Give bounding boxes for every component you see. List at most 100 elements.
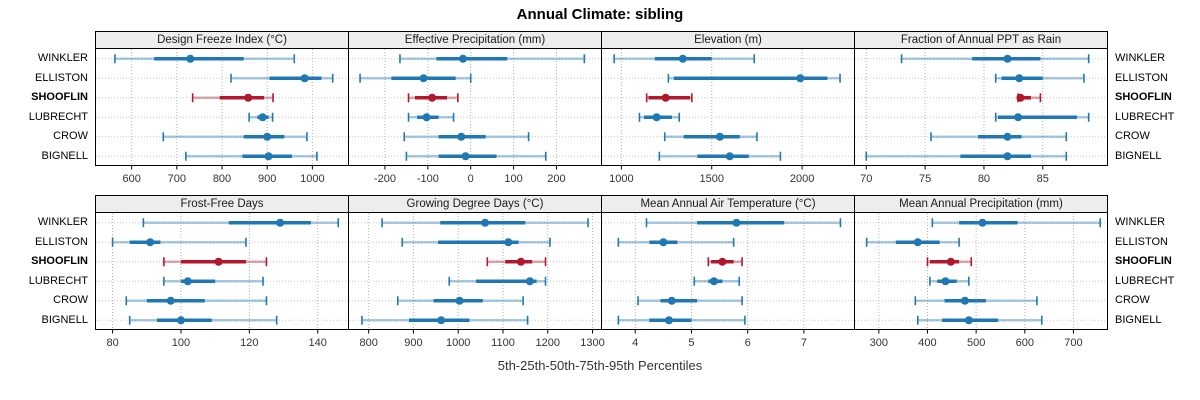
- percentile-interval-shooflin: [407, 93, 459, 103]
- axis-tick-label: 1000: [609, 173, 633, 185]
- strip-spacer: [0, 195, 95, 213]
- percentile-interval-shooflin: [645, 93, 693, 103]
- panel-canvas: 600 700 800 900 1000: [95, 49, 349, 185]
- axis-tick-label: 800: [359, 337, 377, 349]
- axis-caption: 5th-25th-50th-75th-95th Percentiles: [497, 358, 703, 373]
- percentile-interval-elliston: [230, 73, 334, 83]
- axis-tick-label: 5: [688, 337, 694, 349]
- percentile-interval-crow: [125, 296, 268, 306]
- panel-canvas: 1000 1500 2000: [601, 49, 855, 185]
- axis-tick-label: 80: [978, 173, 990, 185]
- panel-row-bottom: Frost-Free Days 80 100 120 140 Growing Degree…: [95, 195, 1108, 352]
- percentile-interval-lubrecht: [994, 112, 1090, 122]
- panel-strip-title: Design Freeze Index (°C): [95, 31, 349, 49]
- panel-strip-title: Frost-Free Days: [95, 195, 349, 213]
- station-label-shooflin: SHOOFLIN: [31, 255, 88, 267]
- panel: Frost-Free Days 80 100 120 140: [95, 195, 349, 352]
- station-label-winkler: WINKLER: [1115, 216, 1166, 228]
- percentile-interval-lubrecht: [407, 112, 455, 122]
- panel: Design Freeze Index (°C) 600 700 800 900 1000: [95, 31, 349, 188]
- panel-canvas: 4 5 6 7: [601, 213, 855, 349]
- axis-tick-label: 100: [172, 337, 190, 349]
- percentile-interval-lubrecht: [693, 276, 741, 286]
- panel-canvas: 80 100 120 140: [95, 213, 349, 349]
- station-label-lubrecht: LUBRECHT: [1115, 274, 1175, 287]
- strip-spacer: [1108, 31, 1197, 49]
- percentile-interval-crow: [637, 296, 743, 306]
- station-label-bignell: BIGNELL: [1115, 149, 1162, 162]
- percentile-interval-lubrecht: [929, 276, 970, 286]
- panel-canvas: -200 -100 0 100 200: [348, 49, 602, 185]
- percentile-interval-shooflin: [1016, 93, 1042, 103]
- panel-row-top: Design Freeze Index (°C) 600 700 800 900 1000…: [95, 31, 1108, 188]
- axis-tick-label: 800: [213, 173, 231, 185]
- axis-tick-label: 600: [122, 173, 140, 185]
- station-label-winkler: WINKLER: [37, 52, 88, 64]
- percentile-interval-crow: [162, 132, 308, 142]
- percentile-interval-lubrecht: [163, 276, 264, 286]
- panel-band-bottom: WINKLER ELLISTON SHOOFLIN LUBRECHT CROW BIGNE…: [0, 195, 1200, 352]
- percentile-interval-elliston: [359, 73, 472, 83]
- station-label-shooflin: SHOOFLIN: [1115, 255, 1172, 267]
- percentile-interval-bignell: [916, 315, 1043, 325]
- panel-band-top: WINKLER ELLISTON SHOOFLIN LUBRECHT CROW BIGNE…: [0, 31, 1200, 188]
- percentile-interval-crow: [930, 132, 1068, 142]
- station-label-crow: CROW: [53, 130, 88, 142]
- panel-strip-title: Mean Annual Precipitation (mm): [854, 195, 1108, 213]
- station-label-crow: CROW: [1115, 130, 1150, 142]
- percentile-interval-bignell: [185, 151, 318, 161]
- axis-tick-label: 4: [632, 337, 638, 349]
- station-labels-left-bottom: WINKLER ELLISTON SHOOFLIN LUBRECHT CROW BIGNE…: [0, 195, 95, 352]
- axis-tick-label: 100: [504, 173, 522, 185]
- panel: Mean Annual Precipitation (mm) 300 400 500 6…: [854, 195, 1108, 352]
- axis-tick-label: 0: [468, 173, 474, 185]
- percentile-interval-elliston: [617, 237, 735, 247]
- station-label-elliston: ELLISTON: [1115, 71, 1168, 84]
- station-label-winkler: WINKLER: [37, 216, 88, 228]
- percentile-interval-winkler: [931, 218, 1102, 228]
- percentile-interval-crow: [396, 296, 524, 306]
- station-label-bignell: BIGNELL: [41, 313, 88, 326]
- panel-canvas: 800 900 1000 1100 1200 1300: [348, 213, 605, 349]
- axis-tick-label: 2000: [790, 173, 814, 185]
- station-label-shooflin: SHOOFLIN: [1115, 91, 1172, 103]
- axis-tick-label: 400: [918, 337, 936, 349]
- percentile-interval-winkler: [645, 218, 842, 228]
- percentile-interval-shooflin: [163, 257, 268, 267]
- axis-tick-label: 85: [1037, 173, 1049, 185]
- axis-tick-label: -100: [417, 173, 439, 185]
- axis-tick-label: 200: [547, 173, 565, 185]
- station-labels-right-bottom: WINKLER ELLISTON SHOOFLIN LUBRECHT CROW BIGNE…: [1108, 195, 1197, 352]
- axis-tick-label: 80: [106, 337, 118, 349]
- station-label-lubrecht: LUBRECHT: [1115, 110, 1175, 123]
- panel: Effective Precipitation (mm) -200 -100 0 100…: [348, 31, 602, 188]
- percentile-interval-shooflin: [707, 257, 743, 267]
- strip-spacer: [1108, 195, 1197, 213]
- station-label-bignell: BIGNELL: [41, 149, 88, 162]
- panel-strip-title: Growing Degree Days (°C): [348, 195, 602, 213]
- panel: Fraction of Annual PPT as Rain 70 75 80 85: [854, 31, 1108, 188]
- percentile-interval-bignell: [405, 151, 547, 161]
- panel-strip-title: Fraction of Annual PPT as Rain: [854, 31, 1108, 49]
- percentile-interval-elliston: [994, 73, 1085, 83]
- axis-tick-label: 6: [745, 337, 751, 349]
- panel: Growing Degree Days (°C) 800 900 1000 1100 12…: [348, 195, 605, 352]
- axis-tick-label: 900: [404, 337, 422, 349]
- percentile-interval-crow: [403, 132, 530, 142]
- percentile-interval-shooflin: [191, 93, 274, 103]
- percentile-interval-lubrecht: [448, 276, 547, 286]
- percentile-interval-elliston: [401, 237, 551, 247]
- percentile-interval-winkler: [381, 218, 589, 228]
- percentile-interval-winkler: [114, 54, 296, 64]
- axis-tick-label: 1500: [699, 173, 723, 185]
- station-label-crow: CROW: [1115, 294, 1150, 306]
- percentile-interval-crow: [914, 296, 1038, 306]
- panel-canvas: 300 400 500 600 700: [854, 213, 1108, 349]
- station-label-lubrecht: LUBRECHT: [28, 274, 88, 287]
- station-label-lubrecht: LUBRECHT: [28, 110, 88, 123]
- percentile-interval-shooflin: [486, 257, 547, 267]
- axis-tick-label: 7: [801, 337, 807, 349]
- percentile-interval-lubrecht: [248, 112, 274, 122]
- station-label-winkler: WINKLER: [1115, 52, 1166, 64]
